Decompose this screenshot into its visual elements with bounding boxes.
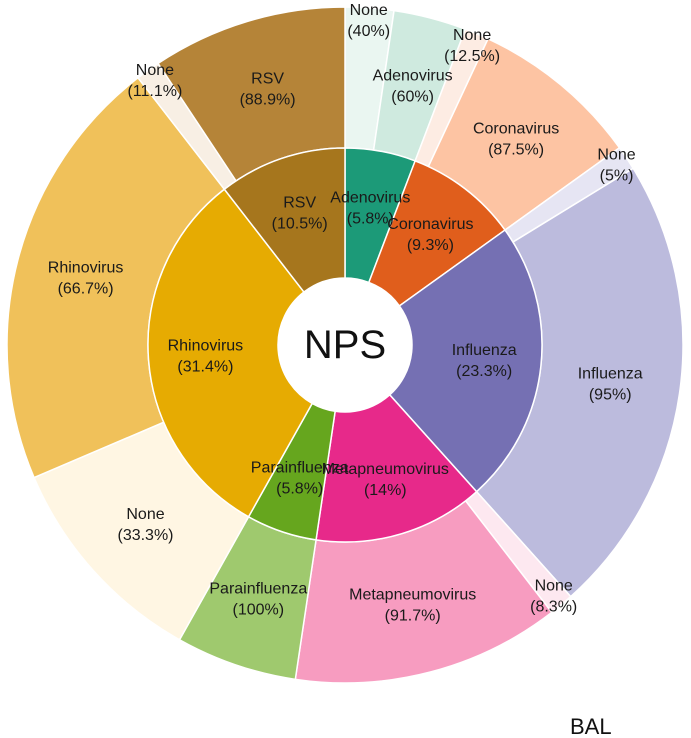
outer-label-influenza-influenza: Influenza (95%): [578, 366, 643, 404]
outer-label-coronavirus-coronavirus: Coronavirus (87.5%): [473, 121, 559, 159]
outer-label-rsv-none: None (11.1%): [127, 62, 182, 100]
outer-label-adenovirus-adenovirus: Adenovirus (60%): [373, 68, 453, 106]
outer-label-influenza-none: None (5%): [597, 147, 635, 185]
outer-label-metapneumovirus-metapneumovirus: Metapneumovirus (91.7%): [349, 586, 476, 624]
outer-label-rhinovirus-none: None (33.3%): [117, 506, 173, 544]
inner-label-coronavirus: Coronavirus (9.3%): [387, 216, 473, 254]
outer-ring-label: BAL: [570, 714, 612, 738]
outer-label-rsv-rsv: RSV (88.9%): [240, 70, 296, 108]
center-label: NPS: [304, 323, 386, 367]
outer-label-adenovirus-none: None (40%): [347, 2, 390, 40]
inner-label-rhinovirus: Rhinovirus (31.4%): [168, 337, 244, 375]
inner-label-metapneumovirus: Metapneumovirus (14%): [322, 461, 449, 499]
outer-label-metapneumovirus-none: None (8.3%): [530, 577, 577, 615]
inner-label-influenza: Influenza (23.3%): [452, 342, 517, 380]
slice-labels: Adenovirus (5.8%) None (40%) Adenovirus (60%)…: [48, 2, 643, 624]
outer-label-parainfluenza-parainfluenza: Parainfluenza (100%): [209, 581, 307, 619]
center-hole: [278, 278, 412, 412]
inner-label-rsv: RSV (10.5%): [272, 195, 328, 233]
outer-label-coronavirus-none: None (12.5%): [444, 27, 500, 65]
outer-label-rhinovirus-rhinovirus: Rhinovirus (66.7%): [48, 260, 124, 298]
inner-label-parainfluenza: Parainfluenza (5.8%): [251, 460, 349, 498]
inner-label-adenovirus: Adenovirus (5.8%): [330, 189, 410, 227]
outer-ring-bal: [6, 6, 684, 684]
inner-ring-nps: [147, 147, 543, 543]
